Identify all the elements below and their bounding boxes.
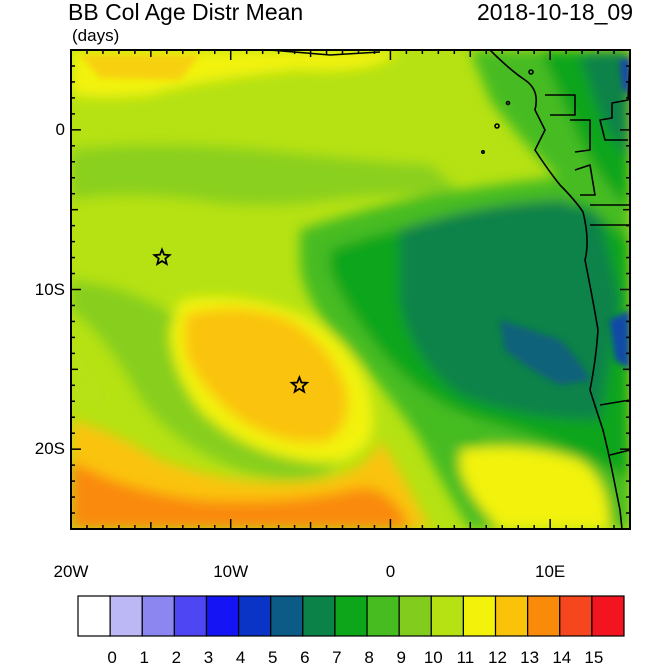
colorbar-swatch [205, 595, 240, 637]
colorbar-label: 10 [423, 648, 443, 667]
colorbar-label: 1 [139, 648, 149, 667]
star-2-marker [289, 374, 310, 394]
lon-tick-label: 10E [535, 562, 566, 581]
colorbar-label: 3 [203, 648, 214, 667]
markers-layer [152, 247, 310, 394]
colorbar-label: 4 [235, 648, 246, 667]
colorbar-swatch [430, 595, 465, 637]
colorbar-swatch [527, 595, 561, 637]
colorbar-swatch [462, 595, 497, 637]
colorbar-label: 11 [456, 648, 475, 667]
units-label: (days) [72, 26, 120, 45]
lat-tick-label: 0 [55, 119, 65, 139]
colorbar-swatch [494, 595, 529, 637]
colorbar-label: 0 [107, 648, 117, 667]
colorbar-swatch [141, 595, 175, 637]
colorbar-swatch [559, 595, 593, 637]
axis-ticks [70, 49, 631, 530]
age-field [71, 50, 630, 529]
colorbar-swatch [302, 595, 336, 637]
colorbar-label: 12 [488, 648, 507, 667]
colorbar-swatch [366, 595, 400, 637]
colorbar-swatch [173, 595, 208, 637]
lon-tick-label: 0 [385, 562, 396, 581]
timestamp: 2018-10-18_09 [476, 0, 633, 25]
colorbar-label: 6 [300, 648, 310, 667]
colorbar-label: 15 [584, 648, 604, 667]
colorbar-swatch [109, 595, 143, 637]
map-title: BB Col Age Distr Mean [68, 0, 304, 25]
colorbar-swatch [591, 595, 625, 637]
colorbar-label: 13 [520, 648, 540, 667]
colorbar-swatch [334, 595, 368, 637]
colorbar-swatch [270, 595, 304, 637]
colorbar-label: 9 [396, 648, 406, 667]
lon-tick-label: 10W [213, 562, 249, 581]
star-1-marker [152, 247, 172, 266]
colorbar-label: 2 [171, 648, 182, 667]
colorbar-label: 14 [552, 648, 572, 667]
colorbar-swatch [237, 595, 272, 637]
colorbar-label: 8 [364, 648, 374, 667]
lat-tick-label: 10S [34, 279, 65, 299]
colorbar-swatch [77, 595, 111, 637]
lat-tick-label: 20S [34, 439, 65, 459]
colorbar-swatch [398, 595, 432, 637]
lon-tick-label: 20W [53, 562, 89, 581]
colorbar [77, 595, 625, 637]
colorbar-label: 5 [267, 648, 278, 667]
coastline [269, 50, 630, 529]
colorbar-label: 7 [332, 648, 342, 667]
